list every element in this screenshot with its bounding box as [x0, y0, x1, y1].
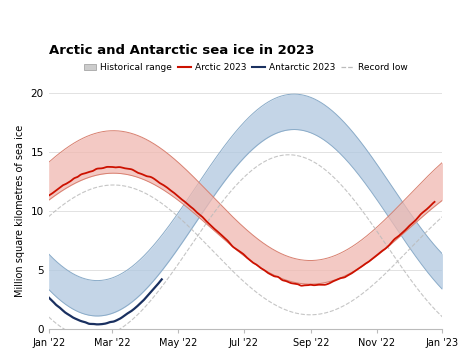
Text: Arctic and Antarctic sea ice in 2023: Arctic and Antarctic sea ice in 2023	[49, 44, 314, 57]
Y-axis label: Million square kilometres of sea ice: Million square kilometres of sea ice	[15, 125, 25, 297]
Legend: Historical range, Arctic 2023, Antarctic 2023, Record low: Historical range, Arctic 2023, Antarctic…	[80, 60, 411, 76]
